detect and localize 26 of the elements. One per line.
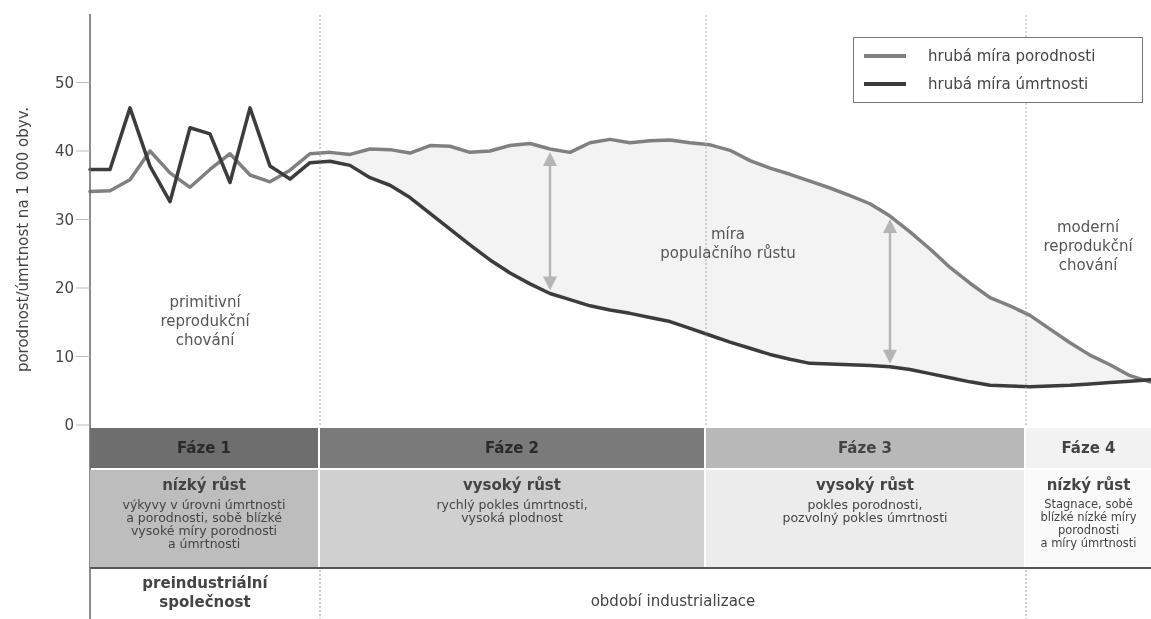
text: pokles porodnosti, pozvolný pokles úmrtnosti [781,497,949,525]
text: vysoký růst [815,476,915,495]
text: výkyvy v úrovni úmrtnosti a porodnosti, sobě blízké vysoké míry porodnosti a úmrtnosti [121,497,287,551]
text: období industrializace [589,592,757,611]
text: Fáze 4 [1026,428,1151,468]
y-tick-label: 50 [54,73,74,92]
annotation: míra populačního růstu [659,225,797,263]
text: nízký růst [1045,476,1132,495]
text: Fáze 2 [320,428,704,468]
y-tick-label: 30 [54,210,74,229]
y-tick-label: 0 [64,416,74,435]
legend-label: hrubá míra úmrtnosti [928,74,1089,95]
annotation: primitivní reprodukční chování [159,293,251,350]
annotation: moderní reprodukční chování [1042,218,1134,275]
y-tick-label: 10 [54,347,74,366]
legend-label: hrubá míra porodnosti [928,46,1096,67]
y-tick-label: 20 [54,279,74,298]
text: nízký růst [161,476,247,495]
text: rychlý pokles úmrtnosti, vysoká plodnost [435,497,589,525]
y-tick-label: 40 [54,142,74,161]
text: Stagnace, sobě blízké nízké míry porodnosti a míry úmrtnosti [1039,497,1138,550]
text: preindustriální společnost [141,574,269,612]
y-axis-title: porodnost/úmrtnost na 1 000 obyv. [14,106,33,373]
text: Fáze 1 [90,428,318,468]
text: Fáze 3 [706,428,1024,468]
text: vysoký růst [462,476,562,495]
